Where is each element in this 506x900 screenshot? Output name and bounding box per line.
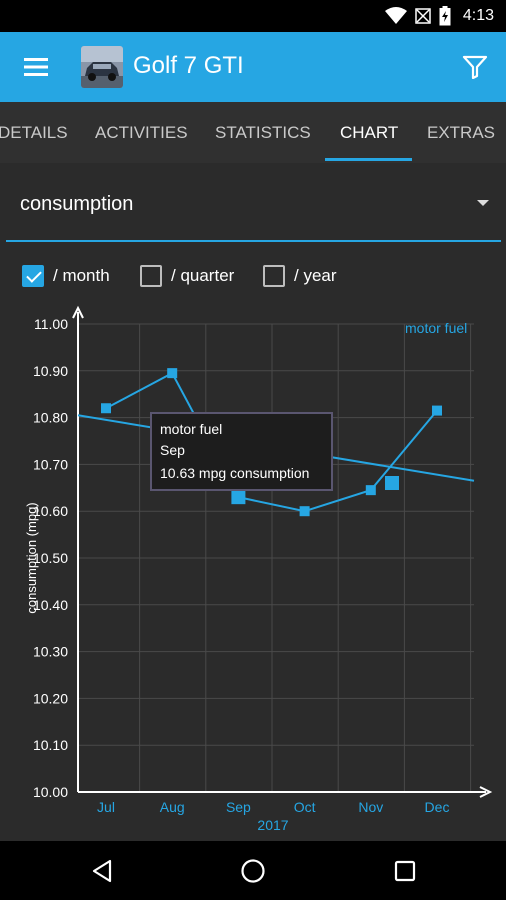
menu-button[interactable]	[14, 48, 58, 86]
tab-extras[interactable]: EXTRAS	[427, 123, 496, 142]
y-tick-label: 10.20	[33, 690, 68, 706]
x-axis-label: 2017	[257, 817, 288, 833]
chart-type-selected: consumption	[20, 193, 134, 215]
y-tick-label: 11.00	[34, 316, 68, 332]
tab-active-indicator	[325, 158, 412, 161]
status-icons: 4:13	[384, 0, 494, 32]
filter-button[interactable]	[456, 48, 494, 86]
data-point	[231, 490, 246, 505]
tooltip-category: Sep	[160, 442, 185, 458]
hamburger-menu-icon	[24, 58, 48, 76]
data-point	[167, 368, 178, 379]
data-point	[299, 506, 310, 517]
tab-statistics[interactable]: STATISTICS	[215, 123, 311, 142]
data-point	[101, 403, 111, 414]
period-year-checkbox[interactable]: / year	[263, 263, 337, 289]
tooltip-series: motor fuel	[160, 421, 222, 437]
x-tick-label: Oct	[294, 799, 316, 815]
period-month-checkbox[interactable]: / month	[22, 263, 110, 289]
x-tick-label: Sep	[226, 799, 251, 815]
home-button[interactable]	[233, 851, 273, 891]
tab-activities[interactable]: ACTIVITIES	[95, 123, 188, 142]
checkbox-unchecked-icon	[263, 265, 285, 287]
y-tick-label: 10.10	[33, 737, 68, 753]
y-tick-label: 10.70	[33, 456, 68, 472]
y-axis-arrow-icon	[72, 305, 84, 319]
y-tick-label: 10.50	[33, 550, 68, 566]
period-quarter-checkbox[interactable]: / quarter	[140, 263, 234, 289]
tab-bar: DETAILS ACTIVITIES STATISTICS CHART EXTR…	[0, 102, 506, 163]
wifi-icon	[384, 7, 407, 24]
y-tick-label: 10.30	[33, 644, 68, 660]
filter-icon	[462, 55, 488, 79]
recents-square-icon	[394, 860, 416, 882]
no-signal-icon	[415, 8, 431, 24]
car-avatar[interactable]	[81, 46, 123, 88]
data-point	[432, 405, 442, 416]
app-bar: Golf 7 GTI	[0, 32, 506, 102]
app-title: Golf 7 GTI	[133, 52, 244, 79]
period-year-label: / year	[294, 266, 337, 285]
y-tick-label: 10.80	[33, 410, 68, 426]
back-button[interactable]	[82, 851, 122, 891]
x-tick-label: Jul	[97, 799, 115, 815]
dropdown-underline	[6, 240, 501, 242]
x-tick-label: Dec	[425, 799, 450, 815]
status-bar: 4:13	[0, 0, 506, 32]
series-line	[105, 371, 438, 513]
y-tick-label: 10.00	[33, 784, 68, 800]
status-time: 4:13	[462, 7, 494, 24]
dropdown-arrow-icon	[477, 200, 489, 206]
tooltip-value: 10.63 mpg consumption	[160, 465, 309, 481]
x-tick-label: Nov	[358, 799, 383, 815]
consumption-chart[interactable]: 11.00 10.90 10.80 10.70 10.60 10.50 10.40 10.30…	[0, 303, 506, 841]
recents-button[interactable]	[385, 851, 425, 891]
tab-chart[interactable]: CHART	[340, 123, 399, 142]
y-axis-label: consumption (mpg)	[24, 502, 39, 613]
y-tick-label: 10.60	[33, 503, 68, 519]
period-month-label: / month	[53, 266, 110, 285]
y-tick-label: 10.40	[33, 597, 68, 613]
legend-swatch	[385, 476, 399, 490]
chart-type-dropdown[interactable]: consumption	[6, 163, 501, 243]
x-axis-arrow-icon	[479, 786, 493, 798]
back-triangle-icon	[92, 859, 112, 883]
chart-page: consumption / month / quarter / year 11.…	[0, 163, 506, 841]
legend-label: motor fuel	[405, 320, 467, 336]
tab-details[interactable]: DETAILS	[0, 123, 68, 142]
y-tick-label: 10.90	[33, 363, 68, 379]
data-point	[365, 485, 376, 496]
navigation-bar	[0, 841, 506, 900]
car-photo-icon	[81, 46, 123, 88]
x-tick-label: Aug	[160, 799, 185, 815]
checkbox-unchecked-icon	[140, 265, 162, 287]
home-circle-icon	[241, 859, 265, 883]
period-quarter-label: / quarter	[171, 266, 235, 285]
checkbox-checked-icon	[22, 265, 44, 287]
tooltip-box	[150, 412, 333, 491]
battery-icon	[439, 6, 451, 26]
